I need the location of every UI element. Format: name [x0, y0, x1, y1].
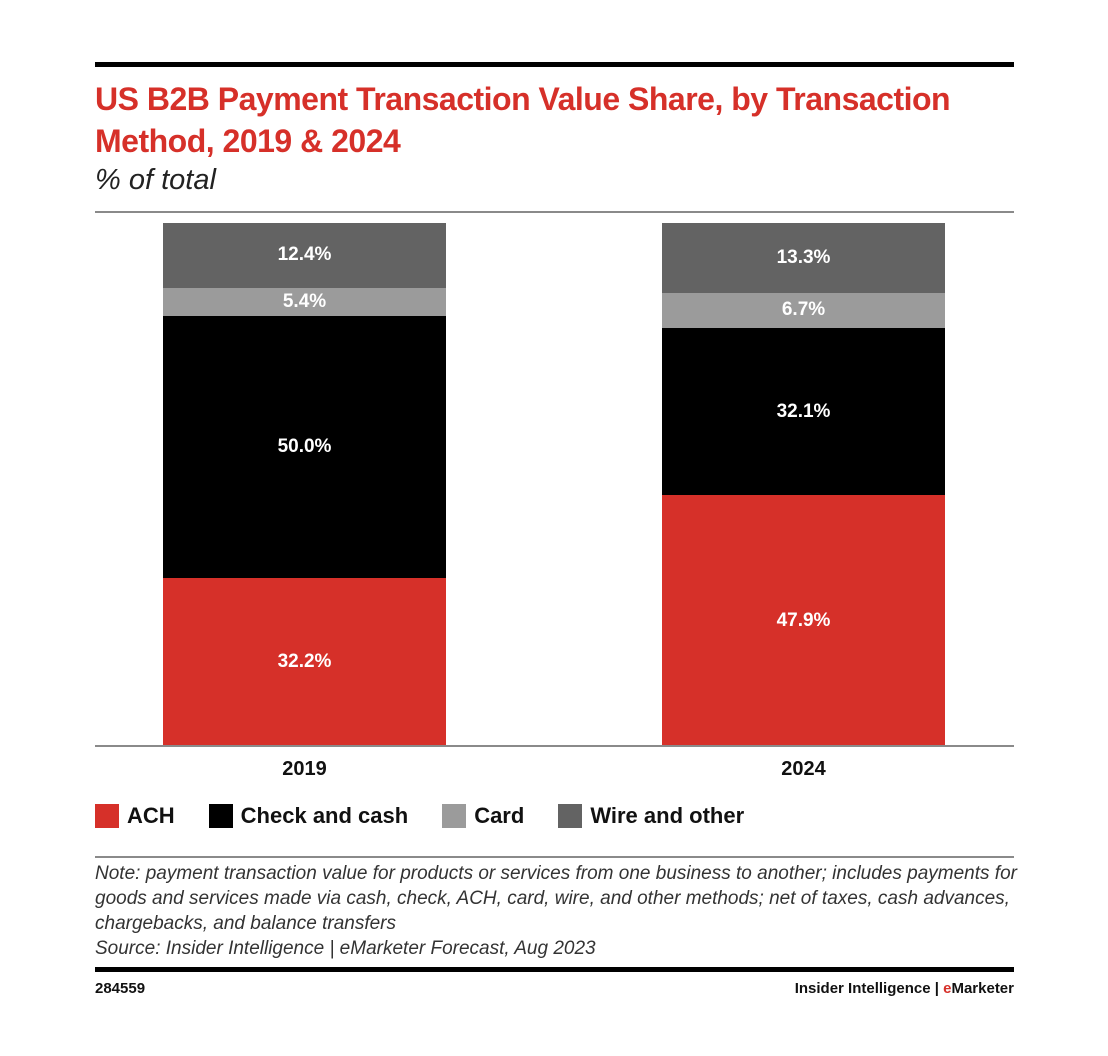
footnote: Note: payment transaction value for prod… — [95, 861, 1020, 961]
brand-e: e — [943, 980, 952, 997]
bar-segment-wire-and-other: 12.4% — [163, 223, 446, 288]
bar-segment-check-and-cash: 50.0% — [163, 316, 446, 578]
note-text: Note: payment transaction value for prod… — [95, 863, 1017, 934]
legend-swatch-check — [208, 804, 233, 828]
bar-segment-ach: 47.9% — [662, 495, 945, 746]
brand-suffix: Marketer — [951, 980, 1014, 997]
legend-label: Card — [474, 803, 525, 828]
data-label: 13.3% — [776, 246, 831, 268]
legend-swatch-card — [442, 804, 467, 828]
source-text: Source: Insider Intelligence | eMarketer… — [95, 938, 596, 959]
bar-segment-check-and-cash: 32.1% — [662, 327, 945, 496]
legend-swatch-wire — [558, 804, 583, 828]
data-label: 6.7% — [781, 299, 826, 321]
data-label: 47.9% — [776, 609, 831, 631]
subtitle-rule — [95, 211, 1014, 213]
bar-segment-wire-and-other: 13.3% — [662, 223, 945, 293]
note-rule — [95, 856, 1014, 858]
x-axis-baseline — [95, 745, 1014, 747]
bar-2019: 32.2% 50.0% 5.4% 12.4% — [163, 223, 446, 746]
chart-id: 284559 — [95, 980, 146, 997]
legend-label: ACH — [127, 803, 175, 828]
brand-prefix: Insider Intelligence | — [794, 980, 944, 997]
legend-item-card: Card — [442, 803, 524, 829]
brand-logo: Insider Intelligence | eMarketer — [795, 980, 1014, 997]
legend-item-wire: Wire and other — [558, 803, 744, 829]
data-label: 12.4% — [277, 244, 332, 266]
bar-segment-card: 5.4% — [163, 287, 446, 317]
data-label: 32.2% — [277, 650, 332, 672]
legend-label: Check and cash — [240, 803, 409, 828]
data-label: 5.4% — [282, 290, 327, 312]
data-label: 32.1% — [776, 400, 831, 422]
x-tick-2019: 2019 — [282, 758, 327, 780]
x-tick-2024: 2024 — [781, 758, 826, 780]
bottom-rule — [95, 967, 1014, 972]
legend: ACH Check and cash Card Wire and other — [95, 803, 778, 829]
chart-title: US B2B Payment Transaction Value Share, … — [95, 81, 951, 159]
top-rule — [95, 62, 1014, 67]
legend-item-ach: ACH — [95, 803, 175, 829]
chart-subtitle: % of total — [95, 164, 216, 196]
bar-2024: 47.9% 32.1% 6.7% 13.3% — [662, 223, 945, 746]
data-label: 50.0% — [277, 435, 332, 457]
legend-label: Wire and other — [590, 803, 745, 828]
legend-item-check-and-cash: Check and cash — [208, 803, 409, 829]
plot-area: 32.2% 50.0% 5.4% 12.4% 47.9% 32.1% 6.7% 13.3% — [95, 223, 1014, 746]
legend-swatch-ach — [95, 804, 119, 828]
bar-segment-ach: 32.2% — [163, 577, 446, 746]
bar-segment-card: 6.7% — [662, 292, 945, 328]
